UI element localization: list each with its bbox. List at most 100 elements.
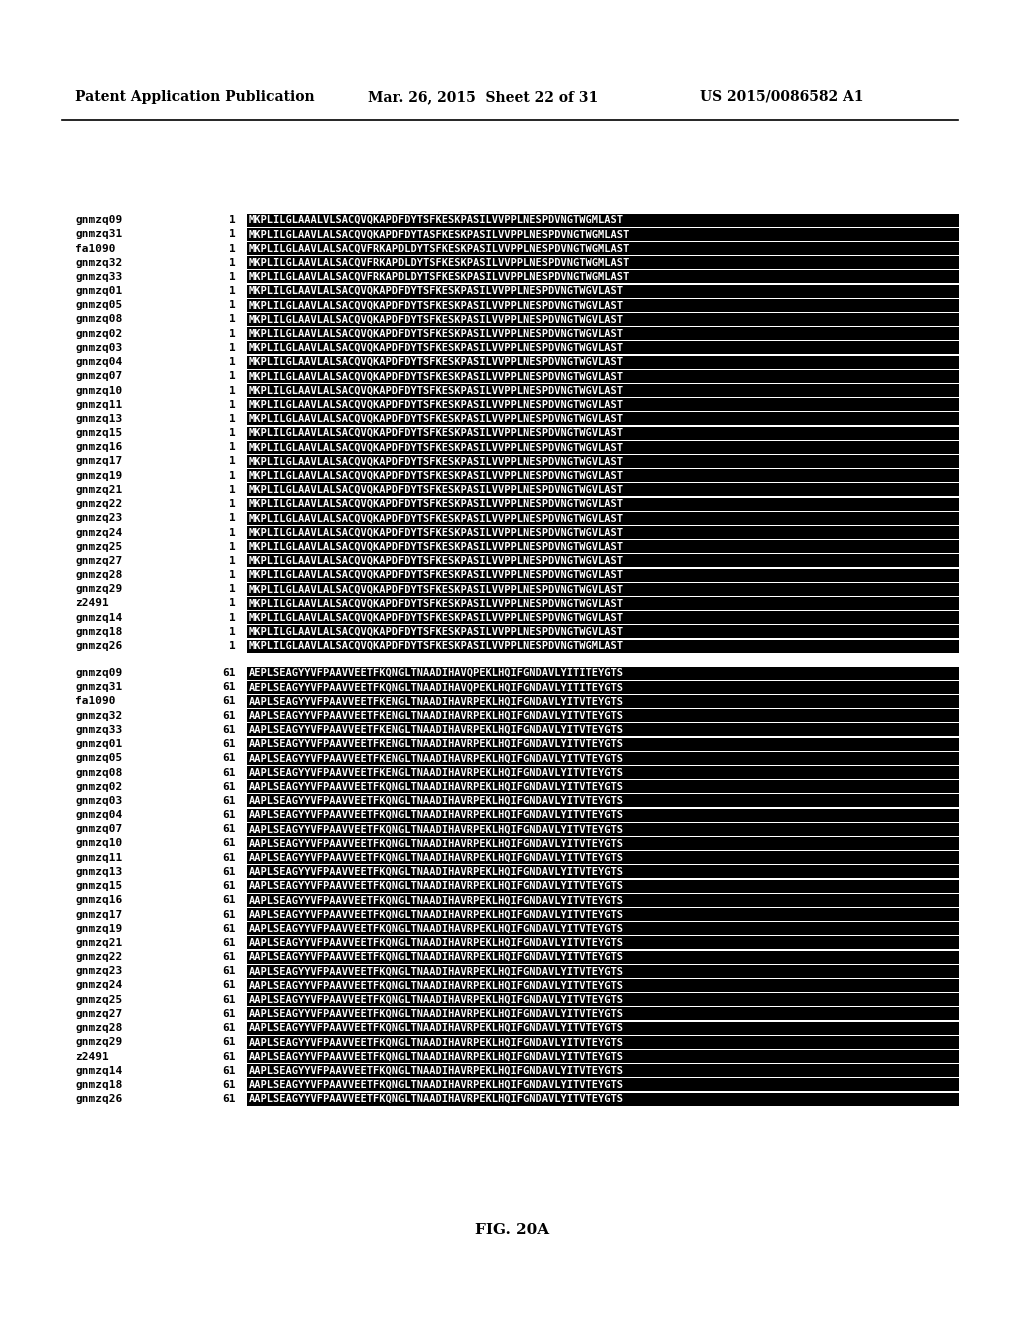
- Bar: [247, 979, 959, 993]
- Text: MKPLILGLAAVLALSACQVQKAPDFDYTSFKESKPASILVVPPLNESPDVNGTWGVLAST: MKPLILGLAAVLALSACQVQKAPDFDYTSFKESKPASILV…: [249, 414, 624, 424]
- Bar: [247, 512, 959, 525]
- Text: AAPLSEAGYYVFPAAVVEETFKQNGLTNAADIHAVRPEKLHQIFGNDAVLYITVTEYGTS: AAPLSEAGYYVFPAAVVEETFKQNGLTNAADIHAVRPEKL…: [249, 966, 624, 977]
- Bar: [247, 426, 959, 440]
- Text: MKPLILGLAAVLALSACQVQKAPDFDYTASFKESKPASILVVPPLNESPDVNGTWGMLAST: MKPLILGLAAVLALSACQVQKAPDFDYTASFKESKPASIL…: [249, 230, 630, 239]
- Text: 61: 61: [222, 682, 236, 692]
- Text: MKPLILGLAAVLALSACQVQKAPDFDYTSFKESKPASILVVPPLNESPDVNGTWGVLAST: MKPLILGLAAVLALSACQVQKAPDFDYTSFKESKPASILV…: [249, 585, 624, 594]
- Text: 1: 1: [229, 556, 236, 566]
- Text: gnmzq32: gnmzq32: [75, 710, 122, 721]
- Text: MKPLILGLAAVLALSACQVQKAPDFDYTSFKESKPASILVVPPLNESPDVNGTWGVLAST: MKPLILGLAAVLALSACQVQKAPDFDYTSFKESKPASILV…: [249, 400, 624, 409]
- Text: 61: 61: [222, 710, 236, 721]
- Text: fa1090: fa1090: [75, 243, 116, 253]
- Text: gnmzq16: gnmzq16: [75, 895, 122, 906]
- Bar: [247, 965, 959, 978]
- Text: gnmzq33: gnmzq33: [75, 725, 122, 735]
- Bar: [247, 469, 959, 482]
- Bar: [247, 780, 959, 793]
- Text: 1: 1: [229, 358, 236, 367]
- Text: MKPLILGLAAVLALSACQVQKAPDFDYTSFKESKPASILVVPPLNESPDVNGTWGVLAST: MKPLILGLAAVLALSACQVQKAPDFDYTSFKESKPASILV…: [249, 556, 624, 566]
- Text: 61: 61: [222, 824, 236, 834]
- Bar: [247, 483, 959, 496]
- Text: 1: 1: [229, 570, 236, 579]
- Text: Mar. 26, 2015  Sheet 22 of 31: Mar. 26, 2015 Sheet 22 of 31: [368, 90, 598, 104]
- Text: AAPLSEAGYYVFPAAVVEETFKQNGLTNAADIHAVRPEKLHQIFGNDAVLYITVTEYGTS: AAPLSEAGYYVFPAAVVEETFKQNGLTNAADIHAVRPEKL…: [249, 824, 624, 834]
- Text: AAPLSEAGYYVFPAAVVEETFKENGLTNAADIHAVRPEKLHQIFGNDAVLYITVTEYGTS: AAPLSEAGYYVFPAAVVEETFKENGLTNAADIHAVRPEKL…: [249, 710, 624, 721]
- Text: 1: 1: [229, 257, 236, 268]
- Text: gnmzq09: gnmzq09: [75, 215, 122, 226]
- Text: 1: 1: [229, 385, 236, 396]
- Text: AAPLSEAGYYVFPAAVVEETFKQNGLTNAADIHAVRPEKLHQIFGNDAVLYITVTEYGTS: AAPLSEAGYYVFPAAVVEETFKQNGLTNAADIHAVRPEKL…: [249, 1023, 624, 1034]
- Text: AAPLSEAGYYVFPAAVVEETFKENGLTNAADIHAVRPEKLHQIFGNDAVLYITVTEYGTS: AAPLSEAGYYVFPAAVVEETFKENGLTNAADIHAVRPEKL…: [249, 725, 624, 735]
- Bar: [247, 582, 959, 595]
- Text: 1: 1: [229, 442, 236, 453]
- Text: gnmzq22: gnmzq22: [75, 499, 122, 510]
- Bar: [247, 936, 959, 949]
- Text: 61: 61: [222, 838, 236, 849]
- Bar: [247, 455, 959, 469]
- Text: gnmzq28: gnmzq28: [75, 570, 122, 579]
- Text: AAPLSEAGYYVFPAAVVEETFKQNGLTNAADIHAVRPEKLHQIFGNDAVLYITVTEYGTS: AAPLSEAGYYVFPAAVVEETFKQNGLTNAADIHAVRPEKL…: [249, 867, 624, 876]
- Text: Patent Application Publication: Patent Application Publication: [75, 90, 314, 104]
- Text: MKPLILGLAAVLALSACQVQKAPDFDYTSFKESKPASILVVPPLNESPDVNGTWGVLAST: MKPLILGLAAVLALSACQVQKAPDFDYTSFKESKPASILV…: [249, 570, 624, 579]
- Text: 1: 1: [229, 585, 236, 594]
- Text: 61: 61: [222, 981, 236, 990]
- Text: MKPLILGLAAVLALSACQVQKAPDFDYTSFKESKPASILVVPPLNESPDVNGTWGVLAST: MKPLILGLAAVLALSACQVQKAPDFDYTSFKESKPASILV…: [249, 300, 624, 310]
- Text: FIG. 20A: FIG. 20A: [475, 1224, 549, 1237]
- Text: 61: 61: [222, 939, 236, 948]
- Text: gnmzq10: gnmzq10: [75, 838, 122, 849]
- Bar: [247, 923, 959, 936]
- Bar: [247, 738, 959, 751]
- Bar: [247, 723, 959, 737]
- Text: 61: 61: [222, 1094, 236, 1104]
- Text: gnmzq24: gnmzq24: [75, 981, 122, 990]
- Text: AAPLSEAGYYVFPAAVVEETFKQNGLTNAADIHAVRPEKLHQIFGNDAVLYITVTEYGTS: AAPLSEAGYYVFPAAVVEETFKQNGLTNAADIHAVRPEKL…: [249, 895, 624, 906]
- Text: gnmzq13: gnmzq13: [75, 867, 122, 876]
- Bar: [247, 271, 959, 284]
- Bar: [247, 355, 959, 368]
- Text: gnmzq33: gnmzq33: [75, 272, 122, 282]
- Text: gnmzq18: gnmzq18: [75, 627, 122, 636]
- Text: gnmzq16: gnmzq16: [75, 442, 122, 453]
- Text: 1: 1: [229, 612, 236, 623]
- Text: AAPLSEAGYYVFPAAVVEETFKQNGLTNAADIHAVRPEKLHQIFGNDAVLYITVTEYGTS: AAPLSEAGYYVFPAAVVEETFKQNGLTNAADIHAVRPEKL…: [249, 838, 624, 849]
- Bar: [247, 214, 959, 227]
- Text: gnmzq17: gnmzq17: [75, 909, 122, 920]
- Text: gnmzq19: gnmzq19: [75, 924, 122, 933]
- Text: 61: 61: [222, 781, 236, 792]
- Text: gnmzq04: gnmzq04: [75, 358, 122, 367]
- Text: MKPLILGLAAVLALSACQVQKAPDFDYTSFKESKPASILVVPPLNESPDVNGTWGVLAST: MKPLILGLAAVLALSACQVQKAPDFDYTSFKESKPASILV…: [249, 471, 624, 480]
- Text: gnmzq25: gnmzq25: [75, 541, 122, 552]
- Bar: [247, 370, 959, 383]
- Text: AEPLSEAGYYVFPAAVVEETFKQNGLTNAADIHAVQPEKLHQIFGNDAVLYITITEYGTS: AEPLSEAGYYVFPAAVVEETFKQNGLTNAADIHAVQPEKL…: [249, 682, 624, 692]
- Text: AAPLSEAGYYVFPAAVVEETFKQNGLTNAADIHAVRPEKLHQIFGNDAVLYITVTEYGTS: AAPLSEAGYYVFPAAVVEETFKQNGLTNAADIHAVRPEKL…: [249, 981, 624, 990]
- Text: gnmzq21: gnmzq21: [75, 484, 122, 495]
- Text: gnmzq27: gnmzq27: [75, 1008, 122, 1019]
- Text: gnmzq32: gnmzq32: [75, 257, 122, 268]
- Bar: [247, 525, 959, 539]
- Text: gnmzq08: gnmzq08: [75, 767, 122, 777]
- Text: MKPLILGLAAVLALSACQVQKAPDFDYTSFKESKPASILVVPPLNESPDVNGTWGVLAST: MKPLILGLAAVLALSACQVQKAPDFDYTSFKESKPASILV…: [249, 428, 624, 438]
- Text: 61: 61: [222, 767, 236, 777]
- Text: AAPLSEAGYYVFPAAVVEETFKQNGLTNAADIHAVRPEKLHQIFGNDAVLYITVTEYGTS: AAPLSEAGYYVFPAAVVEETFKQNGLTNAADIHAVRPEKL…: [249, 1038, 624, 1047]
- Text: MKPLILGLAAVLALSACQVQKAPDFDYTSFKESKPASILVVPPLNESPDVNGTWGVLAST: MKPLILGLAAVLALSACQVQKAPDFDYTSFKESKPASILV…: [249, 528, 624, 537]
- Text: gnmzq02: gnmzq02: [75, 781, 122, 792]
- Text: AAPLSEAGYYVFPAAVVEETFKQNGLTNAADIHAVRPEKLHQIFGNDAVLYITVTEYGTS: AAPLSEAGYYVFPAAVVEETFKQNGLTNAADIHAVRPEKL…: [249, 796, 624, 807]
- Text: 61: 61: [222, 909, 236, 920]
- Text: AAPLSEAGYYVFPAAVVEETFKQNGLTNAADIHAVRPEKLHQIFGNDAVLYITVTEYGTS: AAPLSEAGYYVFPAAVVEETFKQNGLTNAADIHAVRPEKL…: [249, 924, 624, 933]
- Text: 61: 61: [222, 1052, 236, 1061]
- Text: AAPLSEAGYYVFPAAVVEETFKQNGLTNAADIHAVRPEKLHQIFGNDAVLYITVTEYGTS: AAPLSEAGYYVFPAAVVEETFKQNGLTNAADIHAVRPEKL…: [249, 1080, 624, 1090]
- Text: MKPLILGLAAVLALSACQVQKAPDFDYTSFKESKPASILVVPPLNESPDVNGTWGVLAST: MKPLILGLAAVLALSACQVQKAPDFDYTSFKESKPASILV…: [249, 612, 624, 623]
- Bar: [247, 228, 959, 240]
- Text: MKPLILGLAAVLALSACQVQKAPDFDYTSFKESKPASILVVPPLNESPDVNGTWGVLAST: MKPLILGLAAVLALSACQVQKAPDFDYTSFKESKPASILV…: [249, 286, 624, 296]
- Bar: [247, 327, 959, 341]
- Text: gnmzq29: gnmzq29: [75, 585, 122, 594]
- Text: AAPLSEAGYYVFPAAVVEETFKQNGLTNAADIHAVRPEKLHQIFGNDAVLYITVTEYGTS: AAPLSEAGYYVFPAAVVEETFKQNGLTNAADIHAVRPEKL…: [249, 882, 624, 891]
- Bar: [247, 611, 959, 624]
- Text: 61: 61: [222, 796, 236, 807]
- Text: gnmzq13: gnmzq13: [75, 414, 122, 424]
- Text: MKPLILGLAAVLALSACQVQKAPDFDYTSFKESKPASILVVPPLNESPDVNGTWGVLAST: MKPLILGLAAVLALSACQVQKAPDFDYTSFKESKPASILV…: [249, 598, 624, 609]
- Text: gnmzq31: gnmzq31: [75, 682, 122, 692]
- Text: AAPLSEAGYYVFPAAVVEETFKQNGLTNAADIHAVRPEKLHQIFGNDAVLYITVTEYGTS: AAPLSEAGYYVFPAAVVEETFKQNGLTNAADIHAVRPEKL…: [249, 995, 624, 1005]
- Text: AAPLSEAGYYVFPAAVVEETFKQNGLTNAADIHAVRPEKLHQIFGNDAVLYITVTEYGTS: AAPLSEAGYYVFPAAVVEETFKQNGLTNAADIHAVRPEKL…: [249, 781, 624, 792]
- Bar: [247, 866, 959, 878]
